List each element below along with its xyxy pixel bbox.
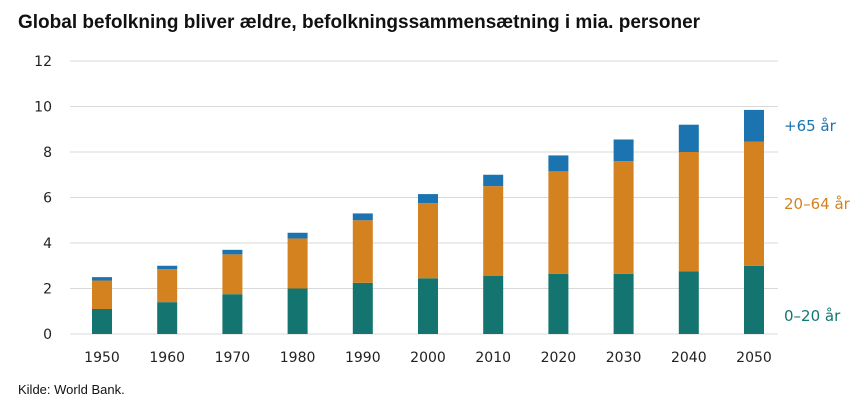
bar-segment xyxy=(287,288,308,334)
bar-segment xyxy=(352,213,373,221)
y-tick-label: 12 xyxy=(34,54,52,70)
y-tick-label: 4 xyxy=(43,236,52,252)
bar-segment xyxy=(613,139,634,162)
bar-segment xyxy=(222,294,243,334)
y-tick-label: 8 xyxy=(43,145,52,161)
bar-segment xyxy=(157,302,178,334)
bar-segment xyxy=(418,278,438,334)
x-tick-label: 1960 xyxy=(149,350,185,366)
bar-segment xyxy=(352,282,373,334)
source-note: Kilde: World Bank. xyxy=(18,382,125,397)
bar-segment xyxy=(287,238,308,289)
bar-segment xyxy=(678,152,699,272)
x-tick-label: 2020 xyxy=(541,350,577,366)
x-tick-label: 2030 xyxy=(606,350,642,366)
series-label: 20–64 år xyxy=(784,195,851,213)
x-tick-label: 2040 xyxy=(671,350,707,366)
bar-segment xyxy=(157,269,178,303)
bar-segment xyxy=(744,265,764,334)
y-tick-label: 10 xyxy=(34,100,52,116)
bar-segment xyxy=(613,161,634,274)
series-label: 0–20 år xyxy=(784,307,841,325)
bar-segment xyxy=(157,265,178,270)
chart-title: Global befolkning bliver ældre, befolkni… xyxy=(18,12,701,33)
x-tick-label: 1950 xyxy=(84,350,120,366)
bar-segment xyxy=(418,194,438,204)
bar-segment xyxy=(92,280,112,309)
bar-segment xyxy=(222,254,243,295)
bar-segment xyxy=(222,249,243,255)
x-tick-label: 2010 xyxy=(475,350,511,366)
x-tick-label: 2050 xyxy=(736,350,772,366)
series-label: +65 år xyxy=(784,117,837,135)
bar-segment xyxy=(744,141,764,266)
bar-segment xyxy=(678,124,699,152)
y-tick-label: 0 xyxy=(43,327,52,343)
y-tick-label: 6 xyxy=(43,191,52,207)
x-tick-label: 2000 xyxy=(410,350,446,366)
bar-segment xyxy=(548,155,569,172)
bar-segment xyxy=(483,186,504,276)
bar-segment xyxy=(744,109,764,142)
bar-segment xyxy=(483,275,504,334)
bar-segment xyxy=(613,273,634,334)
bar-segment xyxy=(548,171,569,274)
x-tick-label: 1990 xyxy=(345,350,381,366)
y-tick-label: 2 xyxy=(43,282,52,298)
bar-segment xyxy=(483,174,504,187)
bar-segment xyxy=(92,308,112,334)
bar-segment xyxy=(678,271,699,334)
bar-segment xyxy=(92,277,112,281)
bar-segment xyxy=(548,273,569,334)
bar-segment xyxy=(352,220,373,283)
x-tick-label: 1980 xyxy=(280,350,316,366)
bar-segment xyxy=(418,203,438,279)
x-tick-label: 1970 xyxy=(215,350,251,366)
bar-segment xyxy=(287,232,308,239)
